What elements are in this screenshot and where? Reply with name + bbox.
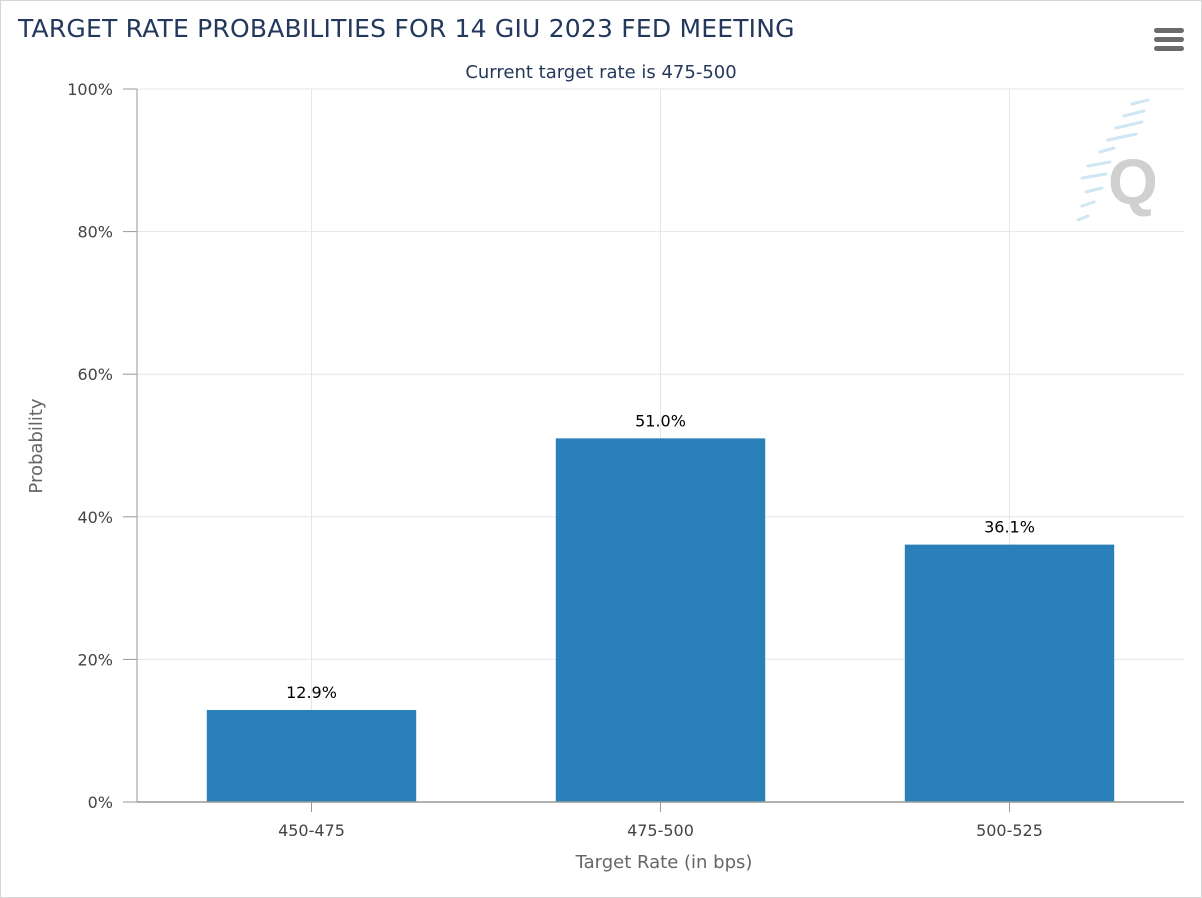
y-tick-label: 60% [77, 365, 113, 384]
x-axis-title: Target Rate (in bps) [575, 852, 753, 873]
y-axis-title: Probability [26, 398, 47, 493]
bar-series [206, 438, 1115, 802]
x-tick-label: 500-525 [976, 821, 1043, 840]
y-tick-label: 0% [88, 793, 113, 812]
bar-475-500[interactable] [555, 438, 766, 802]
axes [123, 88, 1184, 812]
bar-data-label: 36.1% [984, 518, 1035, 537]
quikstrike-logo-icon: Q [1076, 98, 1158, 222]
hamburger-menu-icon [1154, 28, 1184, 33]
chart-title: TARGET RATE PROBABILITIES FOR 14 GIU 202… [18, 14, 795, 43]
chart-menu-button[interactable] [1148, 22, 1188, 58]
bar-data-label: 12.9% [286, 683, 337, 702]
bar-450-475[interactable] [206, 710, 417, 802]
y-tick-label: 20% [77, 650, 113, 669]
y-tick-label: 100% [67, 80, 113, 99]
svg-text:Q: Q [1108, 146, 1158, 218]
x-tick-label: 475-500 [627, 821, 694, 840]
y-tick-label: 80% [77, 223, 113, 242]
labels: 0% 20% 40% 60% 80% 100% 12.9% 450-475 51.0% 475-5… [67, 80, 1043, 840]
bar-500-525[interactable] [904, 544, 1115, 802]
chart-subtitle: Current target rate is 475-500 [465, 62, 737, 83]
y-tick-label: 40% [77, 508, 113, 527]
bar-data-label: 51.0% [635, 411, 686, 430]
x-tick-label: 450-475 [278, 821, 345, 840]
